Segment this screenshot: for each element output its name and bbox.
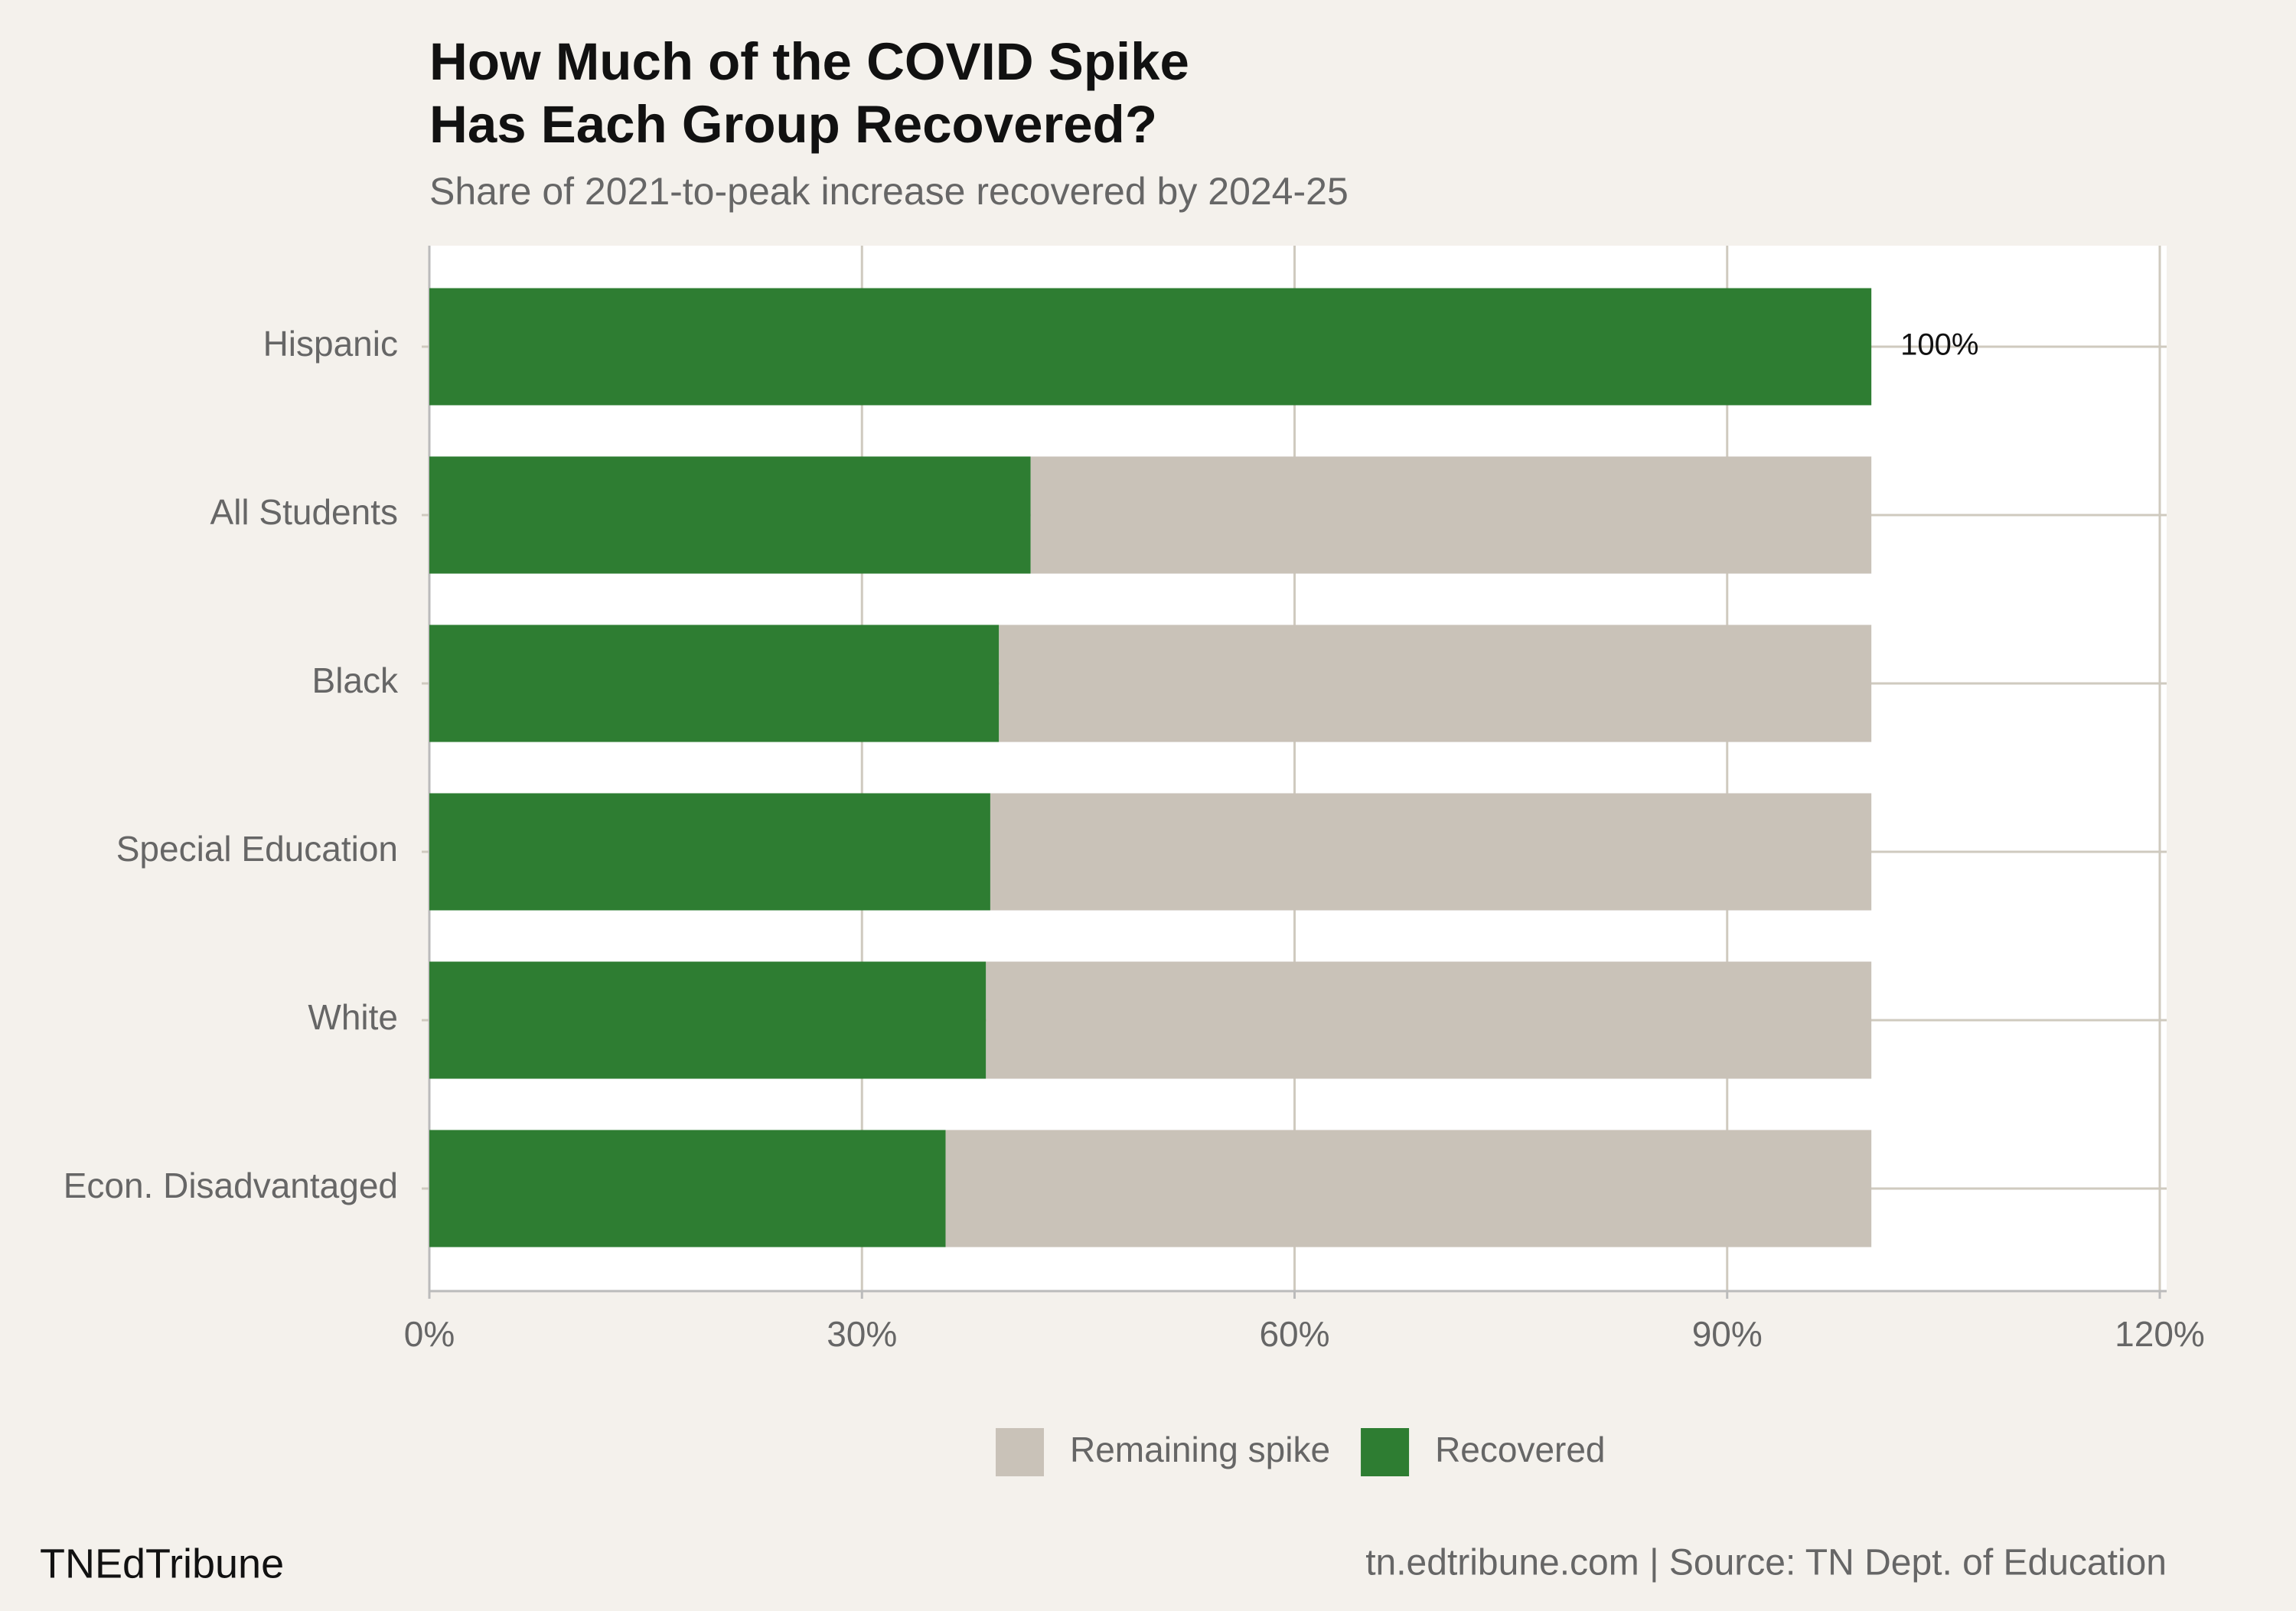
x-tick-label: 0% [404,1314,455,1354]
bar [429,1130,946,1247]
chart-subtitle: Share of 2021-to-peak increase recovered… [429,170,1349,213]
bar [429,288,1872,406]
legend-swatch [996,1428,1044,1476]
bar [429,793,990,911]
bar [999,625,1872,742]
chart-title: How Much of the COVID Spike [429,32,1189,91]
y-tick-label: White [308,997,398,1037]
x-tick-label: 60% [1259,1314,1329,1354]
legend-swatch [1361,1428,1410,1476]
legend-label: Remaining spike [1070,1430,1330,1469]
brand: TNEdTribune [40,1541,284,1587]
x-tick-label: 120% [2115,1314,2205,1354]
y-tick-label: Black [312,660,399,700]
y-tick-label: Econ. Disadvantaged [64,1166,398,1205]
bar [429,456,1031,574]
bar [429,625,1000,742]
x-tick-label: 30% [827,1314,897,1354]
data-label: 100% [1900,328,1978,362]
y-tick-label: Special Education [116,829,398,869]
bar [986,961,1872,1079]
bar [945,1130,1872,1247]
x-tick-label: 90% [1692,1314,1763,1354]
source: tn.edtribune.com | Source: TN Dept. of E… [1365,1543,2167,1583]
chart-title: Has Each Group Recovered? [429,95,1157,154]
bar [990,793,1872,911]
legend-label: Recovered [1435,1430,1605,1469]
bar [1030,456,1872,574]
y-tick-label: All Students [210,492,398,532]
y-tick-label: Hispanic [263,324,398,364]
bar [429,961,987,1079]
plot-panel [429,246,2167,1291]
